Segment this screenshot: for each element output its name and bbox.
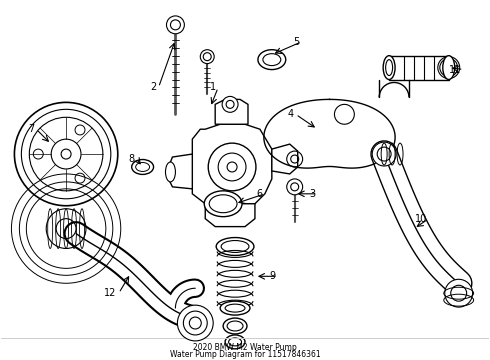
Text: 3: 3 (310, 189, 316, 199)
Text: 11: 11 (449, 64, 462, 75)
Ellipse shape (383, 56, 395, 80)
Ellipse shape (223, 318, 247, 334)
Text: 12: 12 (104, 288, 117, 298)
Ellipse shape (166, 162, 175, 182)
Text: 2020 BMW M2 Water Pump: 2020 BMW M2 Water Pump (193, 343, 297, 352)
Ellipse shape (132, 159, 153, 175)
Circle shape (445, 279, 473, 307)
Text: 5: 5 (294, 37, 300, 47)
Text: 7: 7 (28, 124, 34, 134)
Polygon shape (192, 124, 272, 204)
Text: 4: 4 (288, 109, 294, 119)
Text: 10: 10 (415, 214, 427, 224)
Text: 9: 9 (270, 271, 276, 281)
Polygon shape (272, 144, 298, 174)
Text: 1: 1 (210, 82, 216, 93)
Ellipse shape (204, 191, 242, 217)
Ellipse shape (438, 57, 460, 78)
Ellipse shape (216, 238, 254, 256)
Ellipse shape (220, 301, 250, 315)
Polygon shape (215, 99, 248, 124)
Text: Water Pump Diagram for 11517846361: Water Pump Diagram for 11517846361 (170, 350, 320, 359)
Text: 6: 6 (257, 189, 263, 199)
Circle shape (14, 102, 118, 206)
Circle shape (287, 179, 303, 195)
Circle shape (167, 16, 184, 34)
Ellipse shape (258, 50, 286, 69)
Polygon shape (205, 204, 255, 226)
Circle shape (200, 50, 214, 64)
Polygon shape (389, 56, 449, 80)
Ellipse shape (225, 335, 245, 349)
Text: 2: 2 (150, 82, 156, 93)
Circle shape (222, 96, 238, 112)
Circle shape (372, 142, 396, 166)
Text: 8: 8 (128, 154, 135, 164)
Circle shape (177, 305, 213, 341)
Ellipse shape (443, 56, 455, 80)
Polygon shape (169, 154, 192, 189)
Circle shape (61, 149, 71, 159)
Circle shape (227, 162, 237, 172)
